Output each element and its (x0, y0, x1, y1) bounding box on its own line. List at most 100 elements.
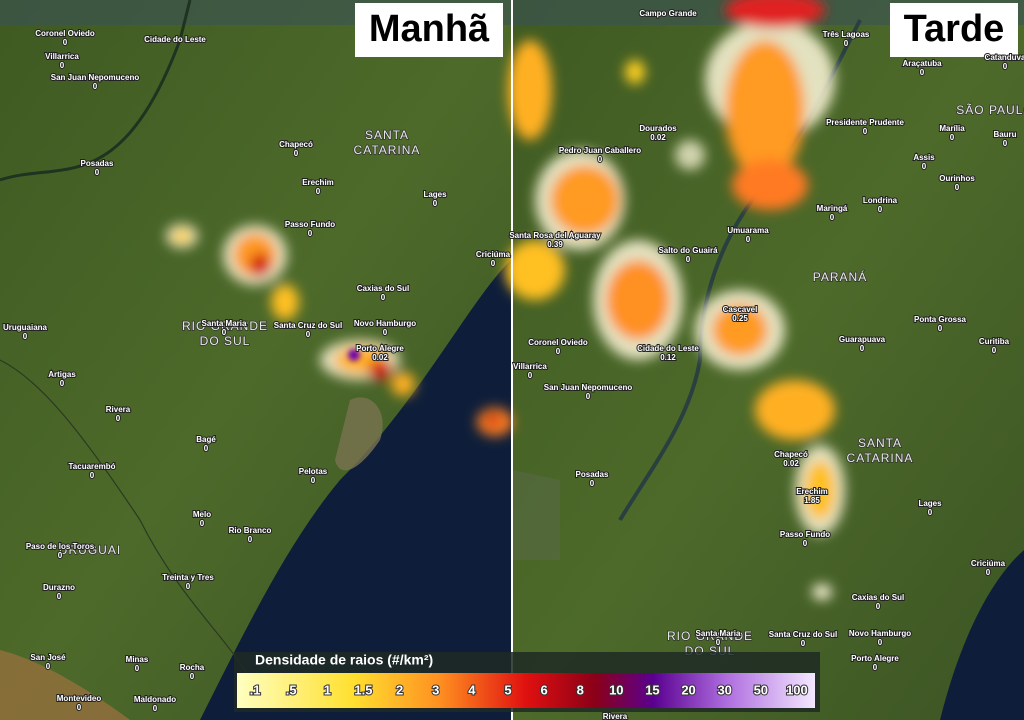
city-name: Criciúma (476, 250, 511, 259)
city-value: 0 (60, 379, 65, 388)
city-name: Araçatuba (902, 59, 942, 68)
city-value: 0 (23, 332, 28, 341)
city-name: Durazno (43, 583, 75, 592)
city-name: Rocha (180, 663, 205, 672)
city-name: Porto Alegre (356, 344, 404, 353)
legend-tick: 10 (609, 682, 623, 697)
city-name: Umuarama (727, 226, 769, 235)
city-value: 0 (433, 199, 438, 208)
city-value: 0 (860, 344, 865, 353)
legend-tick: 50 (754, 682, 768, 697)
city-value: 0 (204, 444, 209, 453)
city-value: 0 (863, 127, 868, 136)
legend-tick: 30 (717, 682, 731, 697)
city-name: Santa Cruz do Sul (274, 321, 342, 330)
city-value: 0 (686, 255, 691, 264)
city-value: 0 (135, 664, 140, 673)
left-basemap (0, 0, 511, 720)
legend-ticks: .1 .5 1 1.5 2 3 4 5 6 8 10 15 20 30 50 100 (249, 681, 809, 698)
city-value: 0 (801, 639, 806, 648)
legend-tick: 100 (786, 682, 808, 697)
city-name: Chapecó (279, 140, 313, 149)
city-value: 0 (58, 551, 63, 560)
city-name: Tacuarembó (69, 462, 116, 471)
city-name: Presidente Prudente (826, 118, 904, 127)
region-label: CATARINA (354, 143, 421, 157)
city-value: 0 (190, 672, 195, 681)
city-value: 0 (598, 155, 603, 164)
city-value: 0 (586, 392, 591, 401)
city-name: Rivera (603, 712, 628, 720)
legend-tick: .5 (286, 682, 297, 697)
legend-tick: 2 (396, 682, 403, 697)
city-value: 0 (950, 133, 955, 142)
city-value: 0 (491, 259, 496, 268)
city-name: Novo Hamburgo (354, 319, 416, 328)
city-value: 0 (93, 82, 98, 91)
city-value: 1.85 (804, 496, 820, 505)
city-value: 0 (248, 535, 253, 544)
panel-title: Manhã (369, 8, 490, 50)
legend-title: Densidade de raios (#/km²) (255, 652, 433, 668)
city-name: Lages (918, 499, 942, 508)
city-value: 0 (306, 330, 311, 339)
city-name: Santa Maria (696, 629, 741, 638)
city-name: Porto Alegre (851, 654, 899, 663)
city-value: 0 (116, 414, 121, 423)
city-name: Rivera (106, 405, 131, 414)
city-name: Santa Maria (202, 319, 247, 328)
city-value: 0 (381, 293, 386, 302)
city-name: Criciúma (971, 559, 1006, 568)
city-value: 0 (878, 205, 883, 214)
city-value: 0 (95, 168, 100, 177)
city-value: 0 (873, 663, 878, 672)
city-value: 0 (316, 187, 321, 196)
city-name: San José (30, 653, 66, 662)
legend-tick: 20 (681, 682, 695, 697)
city-name: Marília (939, 124, 965, 133)
city-name: Passo Fundo (780, 530, 830, 539)
title-box (355, 3, 503, 57)
city-name: Três Lagoas (823, 30, 870, 39)
city-value: 0 (200, 519, 205, 528)
city-name: Paso de los Toros (26, 542, 95, 551)
city-value: 0 (222, 328, 227, 337)
legend-tick: 1.5 (354, 682, 372, 697)
region-label: CATARINA (847, 451, 914, 465)
city-name: Bauru (993, 130, 1016, 139)
city-name: Uruguaiana (3, 323, 48, 332)
city-name: Minas (126, 655, 149, 664)
city-value: 0 (878, 638, 883, 647)
title-box (890, 3, 1018, 57)
city-name: Santa Rosa del Aguaray (509, 231, 601, 240)
city-name: San Juan Nepomuceno (544, 383, 633, 392)
city-name: Rio Branco (229, 526, 272, 535)
city-value: 0 (986, 568, 991, 577)
city-name: Coronel Oviedo (528, 338, 588, 347)
city-value: 0 (920, 68, 925, 77)
city-value: 0 (383, 328, 388, 337)
city-value: 0 (746, 235, 751, 244)
city-name: Salto do Guairá (658, 246, 718, 255)
legend-tick: 1 (324, 682, 331, 697)
city-value: 0 (716, 638, 721, 647)
city-value: 0 (60, 61, 65, 70)
city-name: Cidade do Leste (637, 344, 699, 353)
city-value: 0 (57, 592, 62, 601)
city-name: Londrina (863, 196, 898, 205)
city-name: Erechim (796, 487, 828, 496)
legend-tick: .1 (250, 682, 261, 697)
city-value: 0 (938, 324, 943, 333)
density-peak (348, 349, 360, 361)
region-label: RIO GRANDE (182, 319, 268, 333)
region-label: PARANÁ (813, 269, 867, 284)
city-name: Assis (913, 153, 935, 162)
panel-title: Tarde (904, 8, 1005, 50)
city-value: 0 (294, 149, 299, 158)
city-name: Artigas (48, 370, 76, 379)
region-label: RIO GRANDE (667, 629, 753, 643)
city-name: Villarrica (45, 52, 79, 61)
city-name: Dourados (639, 124, 677, 133)
city-name: Bagé (196, 435, 216, 444)
